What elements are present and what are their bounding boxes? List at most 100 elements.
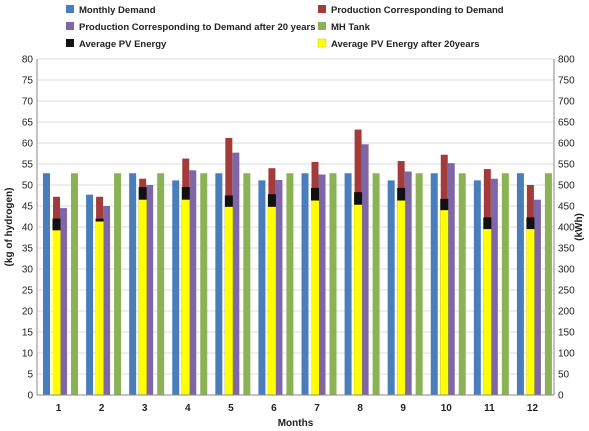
bar <box>372 173 380 395</box>
bar <box>544 173 552 395</box>
y-tick-label-right: 400 <box>558 223 575 234</box>
y-tick-label-right: 0 <box>558 391 564 402</box>
gridlines <box>37 58 554 396</box>
legend-swatch <box>66 22 74 30</box>
legend-swatch <box>318 5 326 13</box>
y-tick-label-right: 150 <box>558 328 575 339</box>
legend-swatch <box>66 5 74 13</box>
y-tick-label-right: 200 <box>558 307 575 318</box>
y-tick-label-right: 50 <box>558 370 570 381</box>
x-tick-label: 6 <box>271 403 277 414</box>
bar <box>286 173 294 395</box>
y-tick-label-right: 550 <box>558 160 575 171</box>
y-tick-label-right: 650 <box>558 118 575 129</box>
bar <box>526 229 535 395</box>
bar <box>138 199 147 395</box>
bar <box>397 200 406 395</box>
x-tick-label: 8 <box>357 403 363 414</box>
y-axis-title-right: (kWh) <box>574 213 585 241</box>
y-tick-label-left: 70 <box>22 97 34 108</box>
y-tick-label-left: 60 <box>22 139 34 150</box>
bar <box>172 180 180 395</box>
x-tick-label: 9 <box>400 403 406 414</box>
y-tick-label-left: 50 <box>22 181 34 192</box>
bar <box>361 144 369 395</box>
bar <box>43 173 50 395</box>
legend-swatch <box>66 39 74 47</box>
bar <box>267 206 276 395</box>
bar <box>232 152 240 395</box>
bar <box>60 208 67 395</box>
y-tick-label-right: 600 <box>558 139 575 150</box>
x-tick-label: 5 <box>228 403 234 414</box>
bar <box>490 178 498 395</box>
y-tick-label-left: 30 <box>22 265 34 276</box>
x-tick-label: 3 <box>142 403 148 414</box>
bar <box>224 206 233 395</box>
y-tick-label-left: 20 <box>22 307 34 318</box>
bar <box>516 173 524 395</box>
bar <box>430 173 438 395</box>
bar <box>344 173 352 395</box>
axes: 0510152025303540455055606570758005010015… <box>4 55 585 430</box>
bar <box>473 180 481 395</box>
x-tick-label: 2 <box>99 403 105 414</box>
legend-swatch <box>318 22 326 30</box>
bar <box>146 185 154 395</box>
bar <box>157 173 165 395</box>
bar <box>415 173 423 395</box>
bar <box>311 200 319 395</box>
bar <box>258 180 266 395</box>
bar <box>447 163 455 395</box>
bar <box>275 179 283 395</box>
bar <box>458 173 466 395</box>
y-tick-label-left: 55 <box>22 160 34 171</box>
y-tick-label-right: 300 <box>558 265 575 276</box>
x-tick-label: 7 <box>314 403 320 414</box>
y-tick-label-left: 10 <box>22 349 34 360</box>
bar <box>243 173 251 395</box>
bar <box>86 194 94 395</box>
legend-label: Production Corresponding to Demand <box>331 5 504 16</box>
y-tick-label-right: 700 <box>558 97 575 108</box>
bar <box>533 199 541 395</box>
y-tick-label-right: 350 <box>558 244 575 255</box>
bar <box>129 173 137 395</box>
y-tick-label-left: 5 <box>27 370 33 381</box>
bars <box>43 129 552 395</box>
bar <box>440 210 449 395</box>
x-axis-title: Months <box>278 418 314 429</box>
y-tick-label-left: 65 <box>22 118 34 129</box>
y-axis-title-left: (kg of hydrogen) <box>4 188 15 267</box>
bar <box>103 206 111 395</box>
legend-label: Average PV Energy after 20years <box>331 39 480 50</box>
bar <box>329 173 337 395</box>
bar <box>483 229 492 395</box>
x-tick-label: 11 <box>484 403 495 414</box>
bar <box>387 180 395 395</box>
bar <box>95 221 104 395</box>
y-tick-label-left: 35 <box>22 244 34 255</box>
bar <box>181 199 190 395</box>
bar <box>501 173 509 395</box>
legend-label: Average PV Energy <box>79 39 167 50</box>
y-tick-label-right: 100 <box>558 349 575 360</box>
y-tick-label-right: 800 <box>558 55 575 66</box>
legend-label: Production Corresponding to Demand after… <box>79 22 316 33</box>
y-tick-label-left: 80 <box>22 55 34 66</box>
x-tick-label: 10 <box>441 403 453 414</box>
y-tick-label-left: 40 <box>22 223 34 234</box>
bar <box>318 174 326 395</box>
bar <box>200 173 208 395</box>
bar <box>215 173 223 395</box>
bar <box>301 173 309 395</box>
y-tick-label-left: 25 <box>22 286 34 297</box>
bar <box>71 173 78 395</box>
legend-swatch <box>317 38 327 48</box>
y-tick-label-left: 0 <box>27 391 33 402</box>
legend-label: Monthly Demand <box>79 5 156 16</box>
bar <box>114 173 122 395</box>
x-tick-label: 1 <box>56 403 62 414</box>
